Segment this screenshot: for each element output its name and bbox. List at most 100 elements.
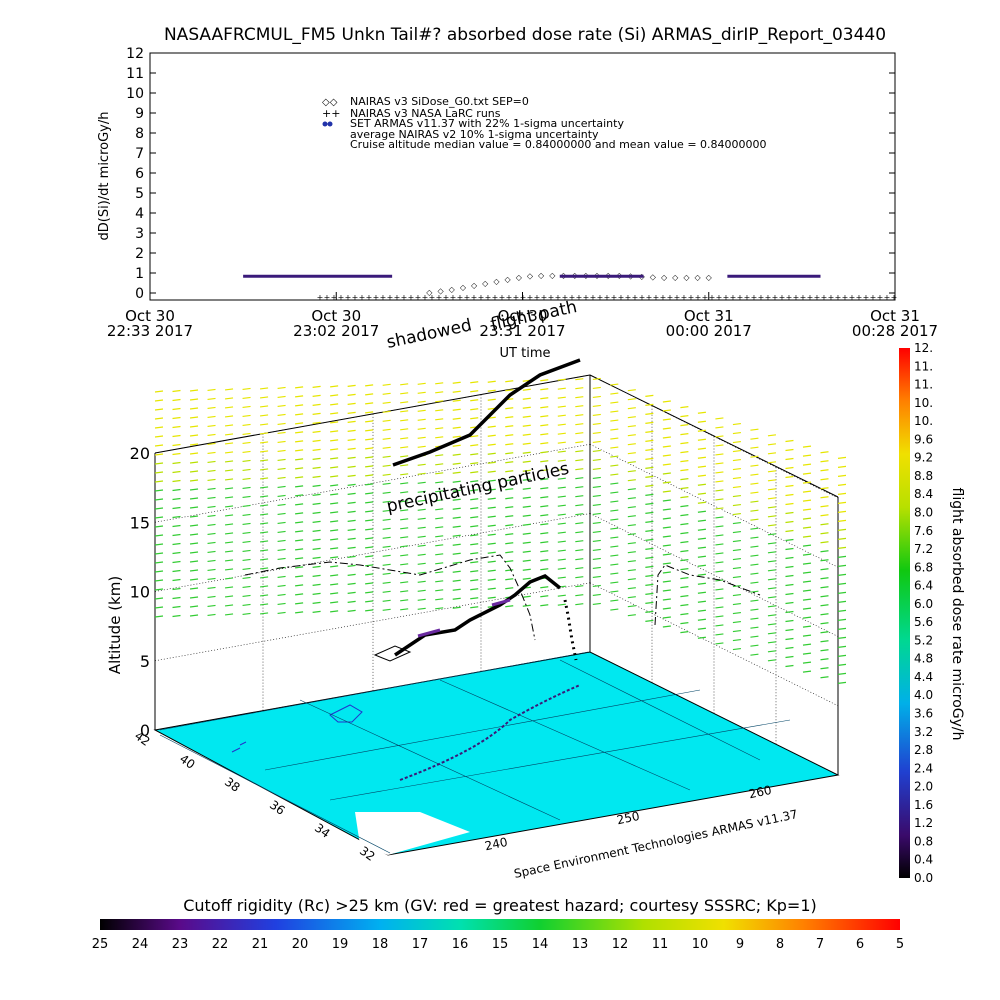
curtain-dash	[610, 572, 619, 575]
curtain-dash	[820, 478, 829, 481]
curtain-dash	[767, 497, 777, 500]
curtain-dash	[470, 462, 479, 465]
dose-colorbar-tick: 6.8	[914, 560, 933, 574]
curtain-dash	[592, 584, 601, 588]
top-x-tick-date: Oct 30	[498, 307, 548, 325]
curtain-dash	[680, 604, 689, 607]
ground-track	[399, 684, 581, 781]
curtain-dash	[312, 475, 321, 478]
curtain-dash	[697, 519, 706, 522]
curtain-dash	[715, 588, 724, 591]
curtain-dash	[189, 416, 199, 419]
curtain-dash	[820, 496, 829, 499]
z-tick-label: 5	[140, 652, 150, 671]
curtain-dash	[347, 582, 356, 585]
curtain-dash	[715, 606, 724, 609]
curtain-dash	[382, 437, 391, 440]
top-y-tick-label: 10	[126, 86, 144, 102]
curtain-dash	[662, 580, 671, 583]
curtain-dash	[154, 606, 164, 609]
curtain-dash	[312, 493, 321, 496]
curtain-dash	[417, 517, 426, 520]
curtain-dash	[154, 534, 164, 537]
curtain-dash	[610, 446, 619, 449]
curtain-dash	[224, 451, 234, 454]
curtain-dash	[575, 531, 584, 534]
larc-point: +	[702, 293, 709, 302]
curtain-dash	[610, 410, 619, 413]
curtain-dash	[802, 553, 812, 556]
curtain-dash	[522, 415, 531, 418]
curtain-dash	[750, 482, 759, 485]
curtain-dash	[680, 451, 689, 454]
curtain-dash	[154, 489, 164, 492]
curtain-dash	[330, 475, 339, 478]
curtain-dash	[540, 550, 549, 553]
curtain-dash	[697, 492, 706, 495]
curtain-dash	[400, 599, 409, 602]
curtain-dash	[627, 398, 636, 401]
curtain-dash	[365, 591, 374, 594]
curtain-dash	[540, 568, 549, 571]
curtain-dash	[154, 597, 164, 600]
nairas-point: ◇	[527, 271, 534, 280]
curtain-dash	[540, 433, 549, 436]
dose-colorbar-tick: 11.	[914, 378, 933, 392]
rigidity-colorbar-tick: 15	[492, 937, 509, 952]
curtain-dash	[715, 489, 724, 492]
curtain-dash	[715, 633, 724, 636]
curtain-dash	[662, 535, 671, 538]
curtain-dash	[820, 586, 829, 589]
curtain-dash	[417, 508, 426, 511]
curtain-dash	[277, 440, 286, 444]
nairas-point: ◇	[449, 285, 456, 294]
curtain-dash	[627, 524, 636, 527]
curtain-dash	[224, 541, 234, 544]
curtain-dash	[802, 571, 812, 574]
curtain-dash	[417, 607, 426, 610]
curtain-dash	[732, 575, 741, 579]
curtain-dash	[417, 481, 426, 484]
curtain-dash	[645, 439, 654, 442]
curtain-dash	[557, 576, 566, 579]
curtain-dash	[365, 510, 374, 513]
curtain-dash	[767, 596, 777, 599]
curtain-dash	[189, 506, 199, 509]
curtain-dash	[452, 417, 461, 420]
flight-path-descent	[563, 599, 578, 661]
curtain-dash	[557, 540, 566, 543]
curtain-dash	[785, 475, 794, 479]
curtain-dash	[382, 455, 391, 458]
curtain-dash	[382, 527, 391, 530]
larc-point: +	[562, 293, 569, 302]
curtain-dash	[610, 518, 619, 521]
curtain-dash	[802, 535, 812, 538]
curtain-dash	[680, 460, 689, 463]
curtain-dash	[732, 449, 741, 453]
curtain-dash	[610, 464, 619, 467]
curtain-dash	[522, 550, 531, 553]
curtain-dash	[189, 533, 199, 536]
curtain-dash	[330, 421, 339, 424]
dose-colorbar-tick: 12.	[914, 341, 933, 355]
curtain-dash	[592, 539, 601, 543]
legend-marker-dot-1	[322, 121, 328, 127]
curtain-dash	[820, 577, 829, 580]
curtain-dash	[365, 474, 374, 477]
top-y-tick-label: 3	[135, 226, 144, 242]
curtain-dash	[540, 415, 549, 418]
lon-tick-label: 260	[748, 783, 773, 801]
curtain-dash	[172, 515, 181, 519]
curtain-dash	[312, 574, 321, 577]
curtain-dash	[172, 443, 181, 447]
larc-point: +	[863, 293, 870, 302]
curtain-dash	[295, 386, 304, 389]
curtain-dash	[260, 396, 269, 399]
larc-point: +	[534, 293, 541, 302]
curtain-dash	[750, 617, 759, 620]
curtain-dash	[242, 531, 251, 535]
curtain-dash	[785, 619, 794, 623]
curtain-dash	[207, 613, 216, 617]
curtain-dash	[575, 567, 584, 570]
curtain-dash	[680, 487, 689, 490]
